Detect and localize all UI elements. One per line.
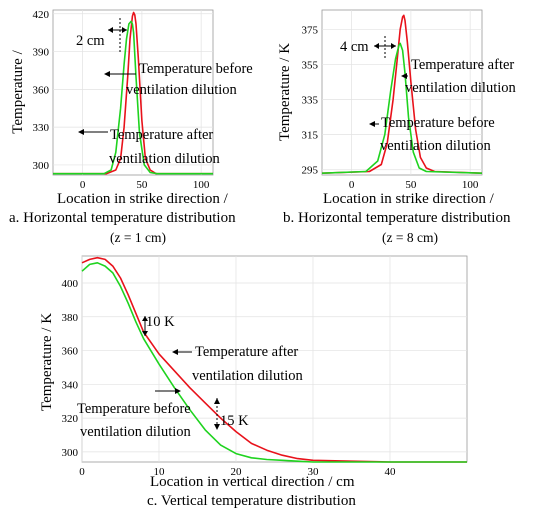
y-tick-label-a-2: 360 [33,84,50,96]
annotation-before-line2: ventilation dilution [126,82,238,98]
pointer-arrowhead-after [78,129,84,135]
panel-a: 300 330 360 390 420 0 50 100 Temperature / Loc… [9,9,253,245]
dimension-arrowhead-15k-top [214,398,220,404]
caption-b: b. Horizontal temperature distribution [283,210,511,226]
y-tick-label-c-2: 340 [62,379,79,391]
annotation-15k: 15 K [220,413,249,429]
dimension-arrowhead-4cm-right [391,43,396,49]
x-tick-label-c-3: 30 [308,466,320,478]
caption-a: a. Horizontal temperature distribution [9,210,236,226]
y-tick-labels-c: 300 320 340 360 380 400 [62,278,79,459]
gridlines-b [322,10,482,175]
x-tick-label-a-1: 50 [136,179,148,191]
dimension-arrowhead-2cm-right [122,27,127,33]
y-tick-label-b-3: 355 [302,59,319,71]
x-tick-label-b-1: 50 [405,179,417,191]
x-tick-label-b-2: 100 [462,179,479,191]
y-tick-label-b-1: 315 [302,130,319,142]
plot-area-a [52,9,214,176]
series-line-c-red [81,256,467,463]
dimension-arrowhead-10k-top [142,316,148,321]
x-tick-label-a-2: 100 [193,179,210,191]
y-tick-label-c-0: 300 [62,447,79,459]
pointer-arrowhead-after-b [401,73,407,79]
annotation-4cm: 4 cm [340,39,369,55]
plot-area-c [81,255,468,463]
annotation-before-line1: Temperature before [139,61,253,77]
dimension-arrowhead-2cm-left [108,27,113,33]
y-tick-label-a-4: 420 [33,9,50,21]
annotation-before-line1-c: Temperature before [77,401,191,417]
annotation-after-line1-b: Temperature after [411,57,514,73]
y-tick-label-b-0: 295 [302,165,319,177]
panel-c: 300 320 340 360 380 400 0 10 20 30 40 Temperature… [39,255,468,509]
y-tick-label-c-1: 320 [62,413,79,425]
annotation-after-line2: ventilation dilution [109,151,221,167]
series-line-b-red [321,14,483,174]
pointer-arrowhead-after-c [172,349,178,355]
annotation-after-line1: Temperature after [110,127,213,143]
series-group-a [53,11,213,175]
annotation-10k: 10 K [146,314,175,330]
subcaption-a: (z = 1 cm) [110,230,166,245]
pointer-arrowhead-before [104,71,110,77]
y-tick-label-b-4: 375 [302,24,319,36]
y-tick-labels-a: 300 330 360 390 420 [33,9,50,172]
y-axis-label-c: Temperature / K [39,313,55,411]
caption-c: c. Vertical temperature distribution [147,493,356,509]
x-tick-labels-b: 0 50 100 [349,179,479,191]
annotation-before-line1-b: Temperature before [381,115,495,131]
annotation-after-line2-b: ventilation dilution [405,80,517,96]
x-tick-label-c-0: 0 [79,466,85,478]
x-tick-label-a-0: 0 [80,179,86,191]
x-tick-labels-c: 0 10 20 30 40 [79,466,396,478]
series-line-a-green [53,20,213,175]
y-tick-label-b-2: 335 [302,95,319,107]
x-tick-label-b-0: 0 [349,179,355,191]
series-line-c-green [81,261,467,463]
x-tick-label-c-2: 20 [231,466,243,478]
y-axis-label-b: Temperature / K [277,43,293,141]
y-tick-labels-b: 295 315 335 355 375 [302,24,319,176]
x-tick-label-c-1: 10 [154,466,166,478]
dimension-arrowhead-15k-bottom [214,424,220,430]
y-tick-label-c-4: 380 [62,312,79,324]
plot-area-b [321,9,483,176]
x-axis-label-b: Location in strike direction / [323,191,495,207]
x-axis-label-a: Location in strike direction / [57,191,229,207]
series-line-a-red [53,11,213,175]
series-group-b [321,14,483,174]
y-tick-label-a-1: 330 [33,122,50,134]
annotation-after-line2-c: ventilation dilution [192,368,304,384]
y-tick-label-a-0: 300 [33,160,50,172]
annotation-before-line2-b: ventilation dilution [380,138,492,154]
series-group-c [81,256,467,463]
annotation-after-line1-c: Temperature after [195,344,298,360]
y-tick-label-c-3: 360 [62,346,79,358]
x-tick-label-c-4: 40 [385,466,397,478]
dimension-arrowhead-10k-bottom [142,331,148,336]
x-axis-label-c: Location in vertical direction / cm [150,474,355,490]
annotation-2cm: 2 cm [76,33,105,49]
dimension-arrowhead-4cm-left [374,43,379,49]
y-tick-label-a-3: 390 [33,47,50,59]
pointer-arrowhead-before-c [175,388,181,394]
annotation-before-line2-c: ventilation dilution [80,424,192,440]
y-tick-label-c-5: 400 [62,278,79,290]
x-tick-labels-a: 0 50 100 [80,179,210,191]
subcaption-b: (z = 8 cm) [382,230,438,245]
y-axis-label-a: Temperature / [10,49,26,133]
series-line-b-green [321,42,483,174]
panel-b: 295 315 335 355 375 0 50 100 Temperature / K L… [277,9,517,245]
pointer-arrowhead-before-b [369,121,375,127]
